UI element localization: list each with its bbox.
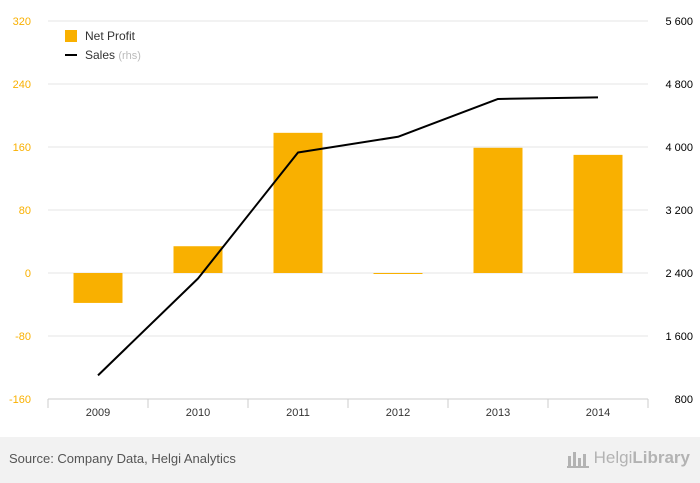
x-tick-label: 2011 xyxy=(286,407,310,419)
legend-label-sales: Sales (rhs) xyxy=(85,48,141,62)
right-tick-label: 1 600 xyxy=(665,331,693,343)
x-tick-label: 2009 xyxy=(86,407,110,419)
legend-label-net-profit: Net Profit xyxy=(85,29,136,43)
x-tick-label: 2013 xyxy=(486,407,510,419)
left-tick-label: 320 xyxy=(13,16,31,28)
right-y-axis: 800 1 600 2 400 3 200 4 000 4 800 5 600 xyxy=(665,16,693,406)
chart: -160 -80 0 80 160 240 320 800 1 600 2 400 3 200 4 … xyxy=(9,16,693,419)
brand-name-a: Helgi xyxy=(593,448,633,467)
brand-name-b: Library xyxy=(632,448,690,467)
sales-line xyxy=(97,96,599,377)
left-tick-label: 80 xyxy=(19,205,31,217)
brand-name: HelgiLibrary xyxy=(594,448,690,468)
bar xyxy=(473,147,523,273)
gridlines xyxy=(48,20,648,337)
left-tick-label: 0 xyxy=(25,268,31,280)
legend: Net Profit Sales (rhs) xyxy=(65,29,141,62)
right-tick-label: 5 600 xyxy=(665,16,693,28)
sales-line-group xyxy=(97,96,599,377)
helgi-library-logo-icon xyxy=(566,452,589,468)
left-y-axis: -160 -80 0 80 160 240 320 xyxy=(9,16,31,406)
x-tick-label: 2014 xyxy=(586,407,610,419)
left-tick-label: -160 xyxy=(9,394,31,406)
bar xyxy=(573,154,623,273)
bar xyxy=(273,132,323,273)
x-tick-label: 2010 xyxy=(186,407,210,419)
bar xyxy=(73,273,123,303)
left-tick-label: 160 xyxy=(13,142,31,154)
bar xyxy=(173,246,223,273)
legend-label-sales-suffix: (rhs) xyxy=(118,50,141,62)
left-tick-label: -80 xyxy=(15,331,31,343)
right-tick-label: 800 xyxy=(675,394,693,406)
right-tick-label: 4 000 xyxy=(665,142,693,154)
footer: Source: Company Data, Helgi Analytics He… xyxy=(0,437,700,483)
net-profit-bars xyxy=(73,132,623,303)
source-text: Source: Company Data, Helgi Analytics xyxy=(9,451,236,466)
legend-swatch-net-profit xyxy=(65,30,77,42)
brand-logo[interactable]: HelgiLibrary xyxy=(566,448,690,468)
right-tick-label: 3 200 xyxy=(665,205,693,217)
bar xyxy=(373,273,423,274)
x-tick-label: 2012 xyxy=(386,407,410,419)
x-axis: 2009 2010 2011 2012 2013 2014 xyxy=(47,398,649,419)
right-tick-label: 4 800 xyxy=(665,79,693,91)
right-tick-label: 2 400 xyxy=(665,268,693,280)
left-tick-label: 240 xyxy=(13,79,31,91)
